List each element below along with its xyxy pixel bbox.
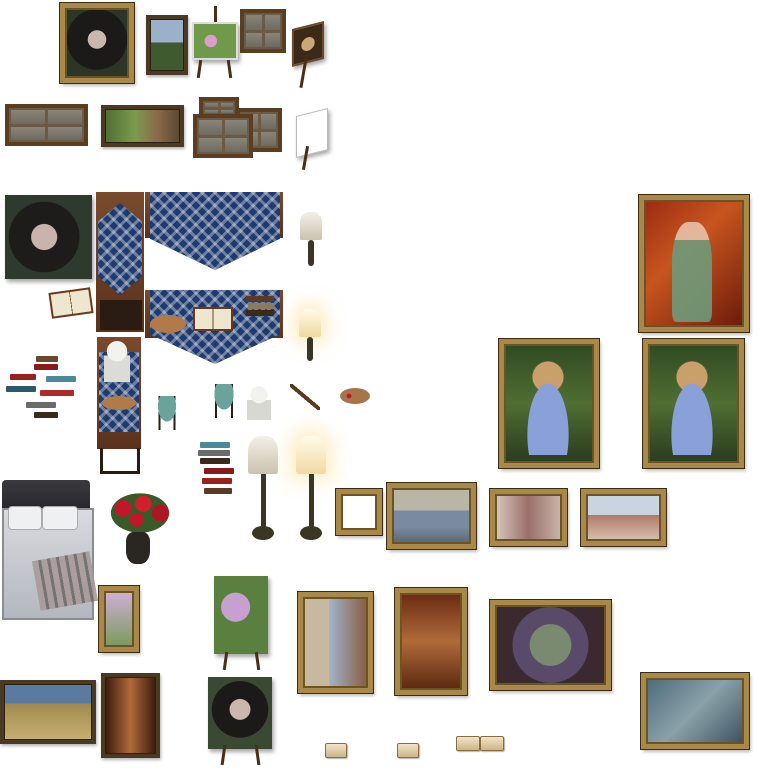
seascape-painting-gold <box>387 483 476 549</box>
side-table-legs <box>100 448 140 474</box>
marble-bust <box>104 338 130 382</box>
fairy-girl-figure <box>672 222 712 322</box>
portrait-girl-dark-hair-gold-frame <box>60 3 134 83</box>
portrait-girl-canvas-large <box>5 195 92 279</box>
lamp-shade-small <box>300 212 322 240</box>
book-pile-floor <box>6 356 78 426</box>
easel-leg-right <box>226 59 233 79</box>
field-landscape-painting <box>0 680 96 744</box>
open-book-on-table <box>193 307 233 331</box>
dome-ceiling-painting <box>490 600 611 690</box>
gothic-interior-painting <box>395 588 467 695</box>
marble-bust-floor <box>247 384 271 420</box>
palette-on-side-table <box>102 396 136 410</box>
open-book <box>48 287 94 319</box>
flower-vase-dark <box>126 532 150 564</box>
flowers-canvas-on-easel <box>214 576 268 654</box>
lamp-base-small <box>308 240 314 266</box>
floor-lamp-pole-lit <box>309 474 314 530</box>
paintbrushes <box>290 384 320 410</box>
bell-tower-painting <box>298 592 373 693</box>
book-stack-on-table <box>246 296 276 326</box>
name-plaque-4 <box>480 736 504 751</box>
paint-palette <box>340 388 370 404</box>
bed-plaid-blanket <box>32 551 98 611</box>
lamp-base-lit-small <box>307 337 313 361</box>
flower-painting-on-easel <box>192 22 238 60</box>
landscape-tower-painting <box>146 15 188 75</box>
name-plaque-3 <box>456 736 480 751</box>
blank-canvas-easel <box>296 108 328 158</box>
architecture-sketch-painting <box>641 673 749 749</box>
window-wide <box>5 104 88 146</box>
window-small <box>240 9 286 53</box>
name-plaque-2 <box>397 743 419 758</box>
alley-painting <box>101 673 160 758</box>
easel-flowers-leg-right <box>254 651 261 671</box>
blonde-girl-figure-left <box>516 355 580 455</box>
book-stack-tall <box>198 442 236 502</box>
easel-flowers-leg-left <box>222 651 229 671</box>
red-flowers-bouquet <box>106 490 174 536</box>
flower-painting-small-gold <box>99 586 139 652</box>
window-double-front <box>193 114 253 158</box>
tablecloth-square-blue <box>150 192 280 270</box>
blonde-girl-figure-right <box>660 355 724 455</box>
floor-lamp-shade <box>248 436 278 474</box>
bed-pillow-left <box>8 506 42 530</box>
name-plaque-1 <box>325 743 347 758</box>
venice-ruins-painting <box>490 489 567 546</box>
stool-teal-left <box>153 396 181 430</box>
stool-teal-right <box>209 384 239 418</box>
easel-leg-left <box>196 59 203 79</box>
empty-gold-frame-small <box>336 489 382 535</box>
floor-lamp-pole <box>261 474 266 530</box>
bed-pillow-right <box>42 506 78 530</box>
lamp-shade-lit-small <box>299 309 321 337</box>
floor-lamp-shade-lit <box>296 436 326 474</box>
garden-painting-framed <box>101 105 184 147</box>
tablecloth-runner-blue <box>98 203 142 295</box>
floor-lamp-base <box>252 526 274 540</box>
floor-lamp-base-lit <box>300 526 322 540</box>
small-table-front <box>100 300 142 330</box>
easel-painting-angled <box>292 21 324 67</box>
venice-church-painting <box>581 489 666 546</box>
portrait-girl-canvas-on-easel <box>208 677 272 749</box>
paint-palette-on-table <box>150 315 186 333</box>
easel-top <box>214 6 217 22</box>
